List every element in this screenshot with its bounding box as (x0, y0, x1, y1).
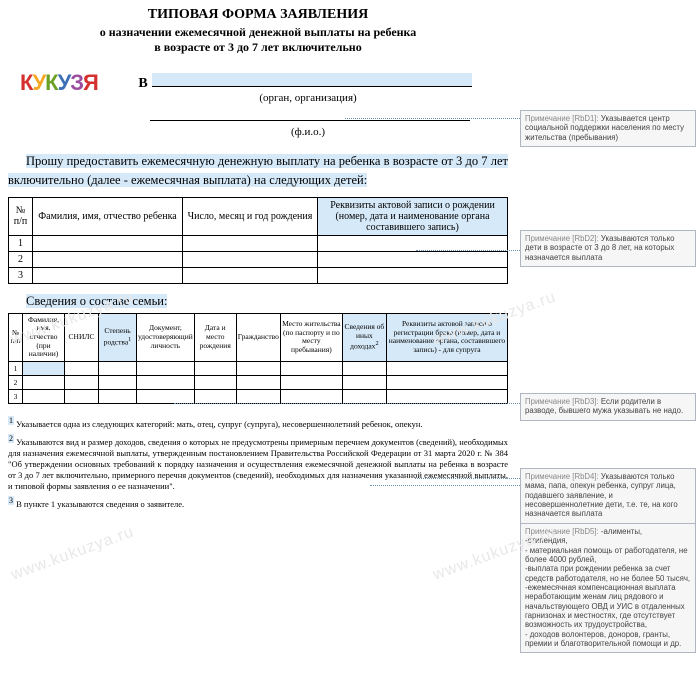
logo: КУКУЗЯ (20, 70, 98, 96)
th-fio: Фамилия, имя, отчество ребенка (33, 197, 183, 235)
connector-line (345, 118, 520, 119)
fh-fio: Фамилия, имя, отчество (при наличии) (23, 313, 65, 361)
table-row: 2 (9, 251, 508, 267)
th-dob: Число, месяц и год рождения (183, 197, 318, 235)
anno-rbd4: Примечание [RbD4]: Указываются только ма… (520, 468, 696, 524)
connector-line (415, 478, 520, 479)
fh-doc: Документ, удостоверяющий личность (137, 313, 195, 361)
anno-rbd5: Примечание [RbD5]: -алименты, -стипендия… (520, 523, 696, 653)
title-line3: в возрасте от 3 до 7 лет включительно (8, 40, 508, 55)
footnote-3: 3 В пункте 1 указываются сведения о заяв… (8, 496, 508, 510)
connector-line (174, 403, 520, 404)
org-input-line[interactable] (152, 73, 472, 87)
table-row: 2 (9, 375, 508, 389)
connector-line (416, 250, 520, 251)
fh-np: № п/п (9, 313, 23, 361)
fh-dob: Дата и место рождения (194, 313, 236, 361)
title-block: ТИПОВАЯ ФОРМА ЗАЯВЛЕНИЯ о назначении еже… (8, 7, 508, 55)
fh-cit: Гражданство (236, 313, 280, 361)
sub-label-fio: (ф.и.о.) (108, 126, 508, 138)
sub-label-org: (орган, организация) (108, 92, 508, 104)
th-rekv: Реквизиты актовой записи о рождении (ном… (318, 197, 508, 235)
table-row: 1 (9, 235, 508, 251)
title-line1: ТИПОВАЯ ФОРМА ЗАЯВЛЕНИЯ (8, 7, 508, 23)
watermark: www.kukuzya.ru (9, 523, 137, 584)
request-text: Прошу предоставить ежемесячную денежную … (8, 152, 508, 191)
table-row: 1 (9, 361, 508, 375)
connector-line (370, 485, 520, 486)
fh-addr: Место жительства (по паспорту и по месту… (280, 313, 342, 361)
anno-rbd3: Примечание [RbD3]: Если родители в разво… (520, 393, 696, 421)
footnotes: 1 Указывается одна из следующих категори… (8, 416, 508, 510)
fio-input-line[interactable] (150, 109, 470, 121)
family-table: № п/п Фамилия, имя, отчество (при наличи… (8, 313, 508, 404)
fh-rel: Степень родства1 (99, 313, 137, 361)
addr-prefix: В (138, 76, 147, 92)
fh-marr: Реквизиты актовой записи о регистрации б… (386, 313, 507, 361)
family-heading: Сведения о составе семьи: (8, 294, 508, 309)
anno-rbd2: Примечание [RbD2]: Указываются только де… (520, 230, 696, 267)
footnote-1: 1 Указывается одна из следующих категори… (8, 416, 508, 430)
form-page: ТИПОВАЯ ФОРМА ЗАЯВЛЕНИЯ о назначении еже… (8, 5, 508, 510)
footnote-2: 2 Указываются вид и размер доходов, свед… (8, 434, 508, 492)
fh-inc: Сведения об иных доходах2 (342, 313, 386, 361)
anno-rbd1: Примечание [RbD1]: Указывается центр соц… (520, 110, 696, 147)
children-table: № п/п Фамилия, имя, отчество ребенка Чис… (8, 197, 508, 284)
fh-snils: СНИЛС (65, 313, 99, 361)
table-row: 3 (9, 267, 508, 283)
title-line2: о назначении ежемесячной денежной выплат… (8, 25, 508, 40)
th-np: № п/п (9, 197, 33, 235)
fio-row (8, 108, 508, 126)
table-row: 3 (9, 389, 508, 403)
